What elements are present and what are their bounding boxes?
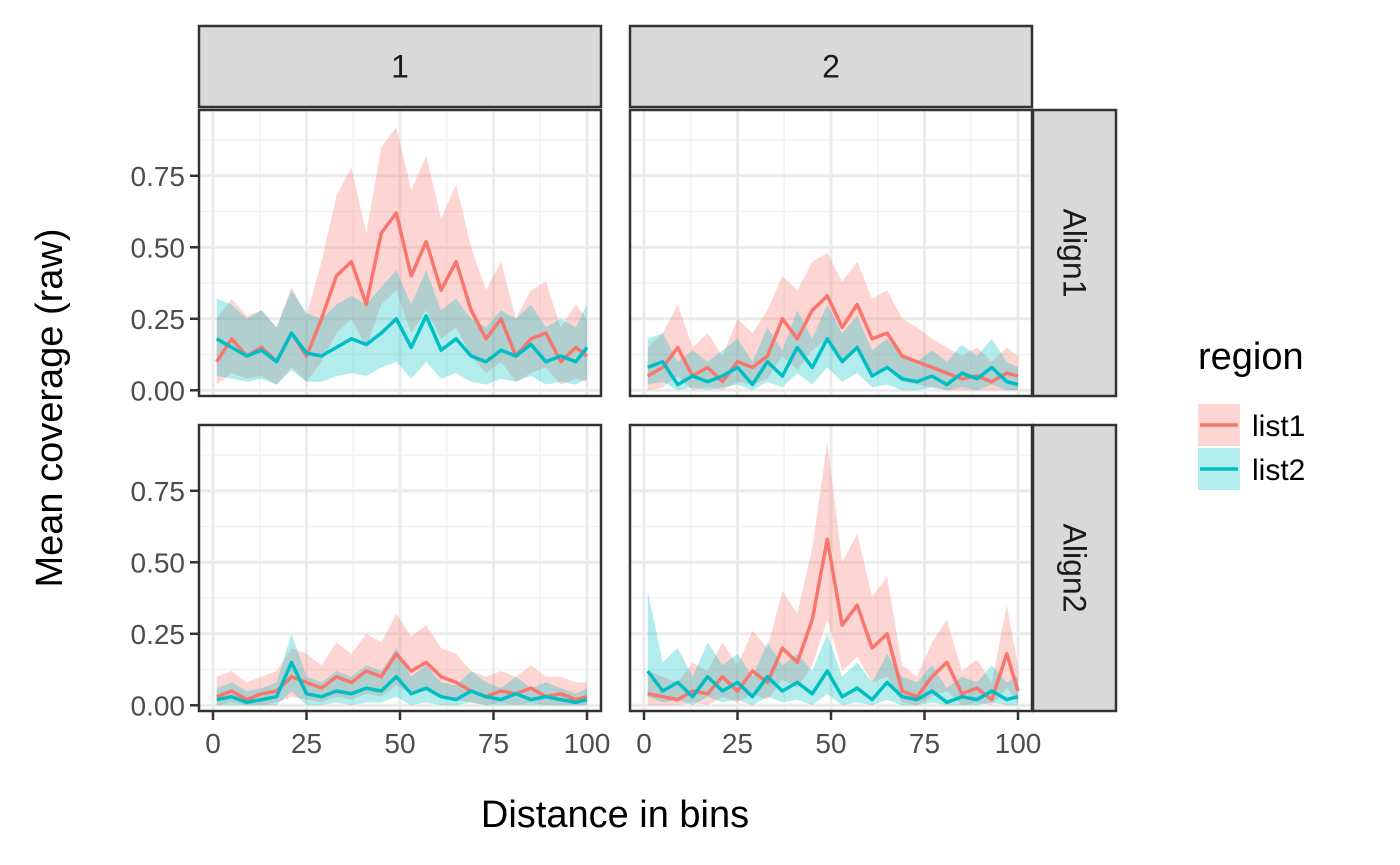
x-tick-label: 75 [909, 728, 940, 759]
row-strip-label: Align1 [1057, 209, 1093, 298]
legend: region list1 list2 [1198, 336, 1305, 490]
y-tick-label: 0.00 [131, 690, 186, 721]
x-axis-title: Distance in bins [481, 794, 749, 836]
x-axis-2: 0 25 50 75 100 [636, 711, 1041, 759]
x-tick-label: 50 [384, 728, 415, 759]
strip-background [628, 24, 1034, 109]
row-strip-align2: Align2 [1031, 423, 1118, 713]
ribbon-list1 [647, 253, 1018, 391]
y-tick-label: 0.25 [131, 304, 186, 335]
ribbon-list2 [647, 590, 1018, 706]
row-strip-align1: Align1 [1031, 108, 1118, 398]
column-strip-2: 2 [628, 24, 1034, 109]
ribbon-list2 [216, 633, 587, 706]
panel-data [216, 613, 588, 706]
panel-1-align1 [197, 108, 603, 398]
panel-2-align2 [628, 423, 1034, 713]
x-tick-label: 25 [291, 728, 322, 759]
panel-data [215, 127, 589, 385]
strip-background [1031, 108, 1118, 398]
line-list2 [646, 669, 1019, 705]
x-tick-label: 0 [205, 728, 221, 759]
x-axis-1: 0 25 50 75 100 [205, 711, 610, 759]
row-strip-label: Align2 [1057, 524, 1093, 613]
line-list2 [647, 337, 1019, 387]
strip-background [197, 24, 603, 109]
legend-label: list1 [1252, 410, 1305, 443]
panel-1-align2 [197, 423, 603, 713]
strip-background [1031, 423, 1118, 713]
y-tick-label: 0.25 [131, 619, 186, 650]
legend-items: list1 list2 [1198, 404, 1305, 490]
x-tick-label: 25 [722, 728, 753, 759]
column-strip-label: 2 [822, 49, 840, 85]
x-tick-label: 0 [636, 728, 652, 759]
y-tick-label: 0.75 [131, 161, 186, 192]
y-tick-label: 0.75 [131, 476, 186, 507]
column-strip-label: 1 [391, 49, 409, 85]
line-list2 [215, 314, 589, 364]
ribbon-list1 [216, 127, 587, 385]
strips-layer: 1 2 Align1 Align2 [197, 24, 1118, 713]
panels-layer [197, 108, 1034, 713]
legend-item-list2: list2 [1198, 448, 1305, 490]
legend-title: region [1198, 336, 1304, 378]
panel-data [646, 253, 1019, 391]
y-tick-label: 0.50 [131, 547, 186, 578]
line-list2 [216, 660, 588, 705]
line-list1 [647, 537, 1020, 702]
column-strip-1: 1 [197, 24, 603, 109]
y-axis-align1: 0.00 0.25 0.50 0.75 [131, 161, 199, 406]
panel-data [646, 442, 1020, 706]
legend-label: list2 [1252, 454, 1305, 487]
legend-item-list1: list1 [1198, 404, 1305, 446]
y-axis-align2: 0.00 0.25 0.50 0.75 [131, 476, 199, 721]
y-tick-label: 0.50 [131, 232, 186, 263]
line-list1 [646, 294, 1019, 384]
x-tick-label: 100 [995, 728, 1042, 759]
x-tick-label: 50 [815, 728, 846, 759]
y-axis-title: Mean coverage (raw) [29, 228, 71, 587]
x-tick-label: 75 [478, 728, 509, 759]
panel-2-align1 [628, 108, 1034, 398]
x-tick-label: 100 [564, 728, 611, 759]
y-tick-label: 0.00 [131, 375, 186, 406]
panel-border [197, 108, 603, 398]
axes-layer: 0.00 0.25 0.50 0.75 0.00 0.25 0.50 0.75 0 25 50 75 1… [131, 161, 1042, 759]
